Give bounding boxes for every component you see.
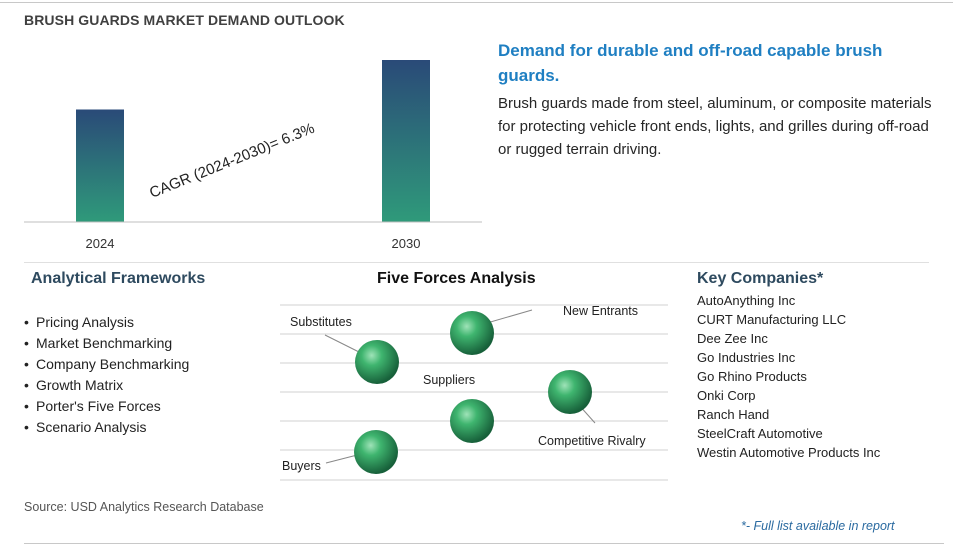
section-divider bbox=[24, 262, 929, 263]
bottom-rule bbox=[24, 543, 944, 544]
new-entrants-sphere bbox=[450, 311, 494, 355]
list-item: CURT Manufacturing LLC bbox=[697, 312, 847, 327]
buyers-label: Buyers bbox=[282, 459, 321, 473]
substitutes-label: Substitutes bbox=[290, 315, 352, 329]
companies-heading: Key Companies* bbox=[697, 270, 824, 287]
page-title: BRUSH GUARDS MARKET DEMAND OUTLOOK bbox=[24, 12, 345, 28]
source-note: Source: USD Analytics Research Database bbox=[24, 500, 264, 514]
suppliers-sphere bbox=[450, 399, 494, 443]
list-item: • Growth Matrix bbox=[24, 377, 124, 393]
bar-2030 bbox=[382, 60, 430, 222]
substitutes-sphere bbox=[355, 340, 399, 384]
list-item: Dee Zee Inc bbox=[697, 331, 768, 346]
demand-headline: Demand for durable and off-road capable … bbox=[498, 41, 883, 85]
cagr-annotation: CAGR (2024-2030)= 6.3% bbox=[147, 120, 317, 202]
demand-bar-chart: CAGR (2024-2030)= 6.3% 2024 2030 bbox=[24, 60, 482, 251]
list-item: Onki Corp bbox=[697, 388, 756, 403]
five-forces-heading: Five Forces Analysis bbox=[377, 270, 536, 287]
buyers-sphere bbox=[354, 430, 398, 474]
frameworks-list: • Pricing Analysis • Market Benchmarking •… bbox=[24, 312, 189, 438]
x-tick-label: 2024 bbox=[86, 236, 115, 251]
list-item: Go Industries Inc bbox=[697, 350, 796, 365]
list-item: AutoAnything Inc bbox=[697, 293, 796, 308]
footnote: *- Full list available in report bbox=[741, 519, 895, 533]
list-item: Westin Automotive Products Inc bbox=[697, 445, 881, 460]
list-item: Go Rhino Products bbox=[697, 369, 807, 384]
list-item: • Pricing Analysis bbox=[24, 314, 135, 330]
frameworks-heading: Analytical Frameworks bbox=[31, 270, 206, 287]
list-item: • Company Benchmarking bbox=[24, 356, 190, 372]
list-item: Ranch Hand bbox=[697, 407, 770, 422]
suppliers-label: Suppliers bbox=[423, 373, 475, 387]
list-item: SteelCraft Automotive bbox=[697, 426, 823, 441]
competitive-rivalry-sphere bbox=[548, 370, 592, 414]
list-item: • Porter's Five Forces bbox=[24, 398, 161, 414]
competitive-rivalry-label: Competitive Rivalry bbox=[538, 434, 646, 448]
bar-2024 bbox=[76, 109, 124, 222]
list-item: • Market Benchmarking bbox=[24, 335, 173, 351]
x-tick-label: 2030 bbox=[392, 236, 421, 251]
demand-description: Brush guards made from steel, aluminum, … bbox=[498, 95, 932, 158]
five-forces-diagram: Substitutes New Entrants Suppliers Compe… bbox=[280, 304, 668, 481]
top-rule bbox=[0, 2, 953, 3]
companies-list: AutoAnything Inc CURT Manufacturing LLC … bbox=[697, 291, 880, 462]
new-entrants-label: New Entrants bbox=[563, 304, 638, 318]
list-item: • Scenario Analysis bbox=[24, 419, 147, 435]
